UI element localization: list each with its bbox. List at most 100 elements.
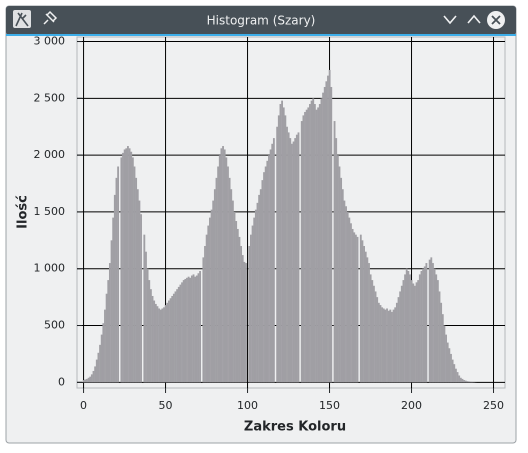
bar [84,379,87,383]
bar [148,280,151,383]
bar [409,274,411,383]
bar [423,266,426,383]
maximize-button[interactable] [467,14,481,24]
bar [433,268,436,383]
bar [120,157,123,383]
bar [276,126,279,383]
bar [445,334,447,383]
y-tick-label: 2 000 [34,148,66,161]
bar [338,166,341,383]
bar [351,228,354,383]
window-title: Histogram (Szary) [207,14,316,28]
bar [315,109,318,383]
title-bar [6,6,516,35]
bar [440,302,443,383]
bar [448,348,451,383]
bar [446,342,449,383]
bar [317,107,320,383]
bar [258,194,261,383]
bar [415,282,418,383]
bar [215,177,218,383]
bar [253,217,256,383]
bar [395,302,398,383]
bar [168,300,170,383]
bar [369,274,372,383]
close-glyph [491,15,501,25]
bar [295,134,298,383]
x-tick-label: 0 [80,399,87,412]
bar [399,291,402,383]
bar [177,286,180,383]
bar [105,293,108,383]
bar [266,160,269,383]
bar [325,81,328,383]
bar [436,280,439,383]
bar [254,209,257,383]
bar [149,289,152,383]
bar [323,86,326,383]
bar [212,200,215,383]
bar [89,376,92,383]
bar [194,276,197,383]
bar [154,303,157,383]
bar [199,271,202,383]
bar [235,221,238,383]
bar [300,121,303,383]
bar [92,370,95,383]
bar [345,206,347,383]
bar [143,234,146,383]
bar [107,280,110,383]
bar [130,151,133,383]
bar [112,217,115,383]
bar [453,364,456,383]
bar [192,274,195,383]
bar [354,234,357,383]
bar [190,275,193,383]
bar [115,177,118,383]
bar [256,202,259,383]
bar [156,306,159,383]
bar [356,236,359,383]
bar [163,307,165,383]
bar [343,200,346,383]
bar [392,309,395,383]
y-tick-label: 500 [44,319,65,332]
bar [394,307,397,383]
bar [363,246,365,383]
bar [251,225,254,383]
bar [207,225,210,383]
bar [172,293,175,383]
bar [108,263,111,383]
bar [407,271,410,383]
bar [230,189,233,383]
bar [340,177,343,383]
bar [405,268,408,383]
bar [261,180,264,383]
bar [174,291,177,383]
bar [294,138,297,383]
bar [277,115,280,383]
bar [100,334,103,383]
bar [443,325,446,383]
bar [451,359,454,383]
bar [186,277,188,383]
minimize-button[interactable] [443,15,457,25]
bar [227,166,229,383]
bar [94,366,97,383]
bar [243,261,246,383]
bar [330,86,333,383]
bar [128,148,131,383]
bar [412,283,415,383]
pin-button[interactable] [43,10,58,25]
bar [138,200,141,383]
bar [381,307,384,383]
bar [171,295,174,383]
bar [113,194,116,383]
bar [346,211,349,383]
bar [158,308,161,383]
bar [328,69,331,383]
bar [364,251,367,383]
bar [225,157,228,383]
bar [359,234,362,383]
bar [435,274,438,383]
